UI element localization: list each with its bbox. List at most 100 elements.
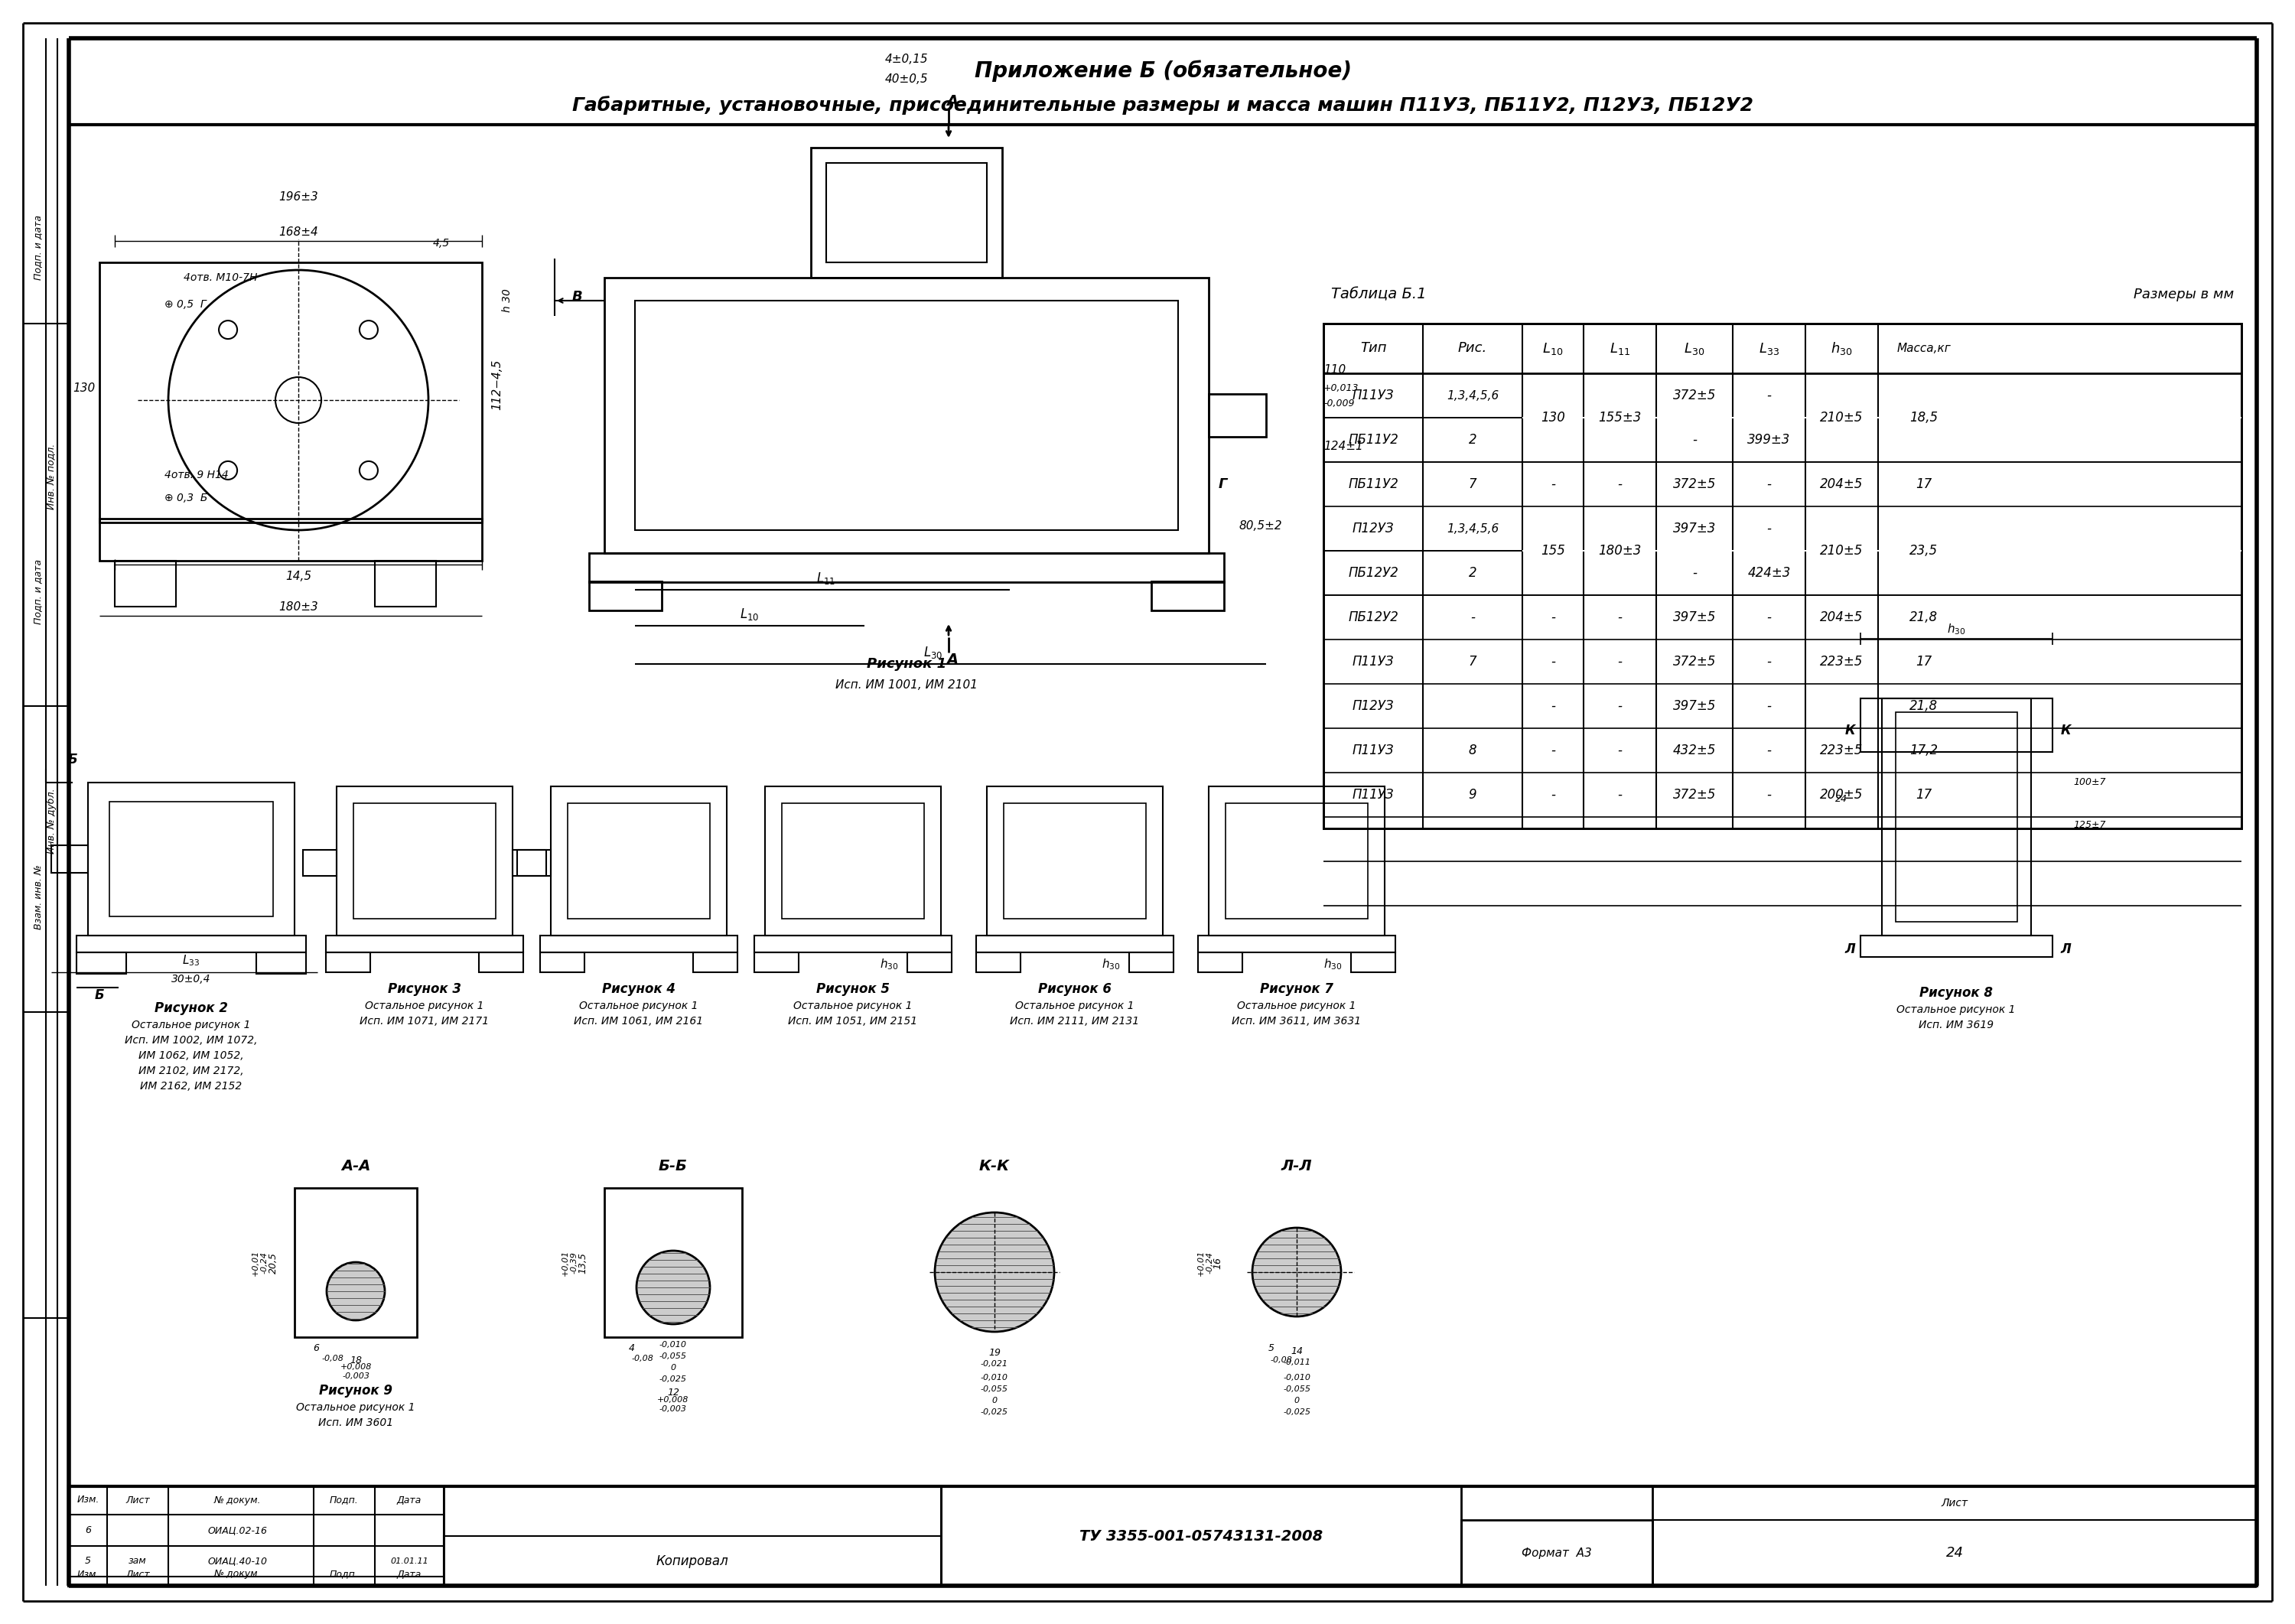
Text: К-К: К-К <box>980 1160 1010 1174</box>
Text: +0,008
-0,003: +0,008 -0,003 <box>656 1397 688 1413</box>
Bar <box>443 1536 941 1585</box>
Text: -0,025: -0,025 <box>1283 1408 1310 1416</box>
Bar <box>755 952 799 973</box>
Text: -0,025: -0,025 <box>980 1408 1008 1416</box>
Text: В: В <box>571 291 583 304</box>
Text: 7: 7 <box>1469 477 1476 490</box>
Text: Приложение Б (обязательное): Приложение Б (обязательное) <box>973 60 1352 83</box>
Text: -: - <box>1551 611 1556 624</box>
Text: Б-Б: Б-Б <box>659 1160 688 1174</box>
Bar <box>1129 952 1173 973</box>
Text: Остальное рисунок 1: Остальное рисунок 1 <box>296 1402 415 1413</box>
Text: $L_{10}$: $L_{10}$ <box>1542 341 1563 356</box>
Text: -: - <box>1767 477 1772 490</box>
Text: Рисунок 6: Рисунок 6 <box>1037 983 1111 996</box>
Text: 6: 6 <box>312 1343 319 1353</box>
Text: Г: Г <box>1219 477 1228 490</box>
Text: -0,025: -0,025 <box>659 1376 686 1384</box>
Text: Рисунок 8: Рисунок 8 <box>1919 986 1992 1000</box>
Text: $L_{11}$: $L_{11}$ <box>817 570 835 586</box>
Text: ИМ 1062, ИМ 1052,: ИМ 1062, ИМ 1052, <box>138 1051 243 1060</box>
Text: П11УЗ: П11УЗ <box>1352 654 1393 669</box>
Bar <box>1209 786 1384 935</box>
Text: 4,5: 4,5 <box>434 237 450 248</box>
Text: 12: 12 <box>668 1389 679 1398</box>
Text: 17,2: 17,2 <box>1909 744 1939 757</box>
Bar <box>551 786 728 935</box>
Text: -: - <box>1618 788 1623 802</box>
Text: Исп. ИМ 3611, ИМ 3631: Исп. ИМ 3611, ИМ 3631 <box>1232 1017 1361 1026</box>
Bar <box>1324 323 2242 828</box>
Text: Подп.: Подп. <box>330 1496 358 1505</box>
Text: Изм.: Изм. <box>76 1496 99 1505</box>
Text: -: - <box>1551 700 1556 713</box>
Bar <box>257 952 305 974</box>
Text: 18,5: 18,5 <box>1909 411 1939 424</box>
Bar <box>987 786 1164 935</box>
Text: 424±3: 424±3 <box>1746 567 1790 580</box>
Bar <box>512 849 546 875</box>
Text: 4отв. М10-7Н: 4отв. М10-7Н <box>184 273 257 283</box>
Bar <box>76 935 305 952</box>
Text: Копировал: Копировал <box>656 1554 728 1569</box>
Text: П11УЗ: П11УЗ <box>1352 744 1393 757</box>
Bar <box>99 518 482 560</box>
Text: -0,010: -0,010 <box>1283 1374 1310 1382</box>
Bar <box>604 1189 741 1337</box>
Text: 5: 5 <box>85 1556 92 1566</box>
Text: $L_{30}$: $L_{30}$ <box>1685 341 1705 356</box>
Text: ПБ12У2: ПБ12У2 <box>1347 567 1398 580</box>
Text: 4: 4 <box>629 1343 636 1353</box>
Bar <box>294 1189 418 1337</box>
Bar <box>1861 935 2052 957</box>
Bar <box>303 849 337 875</box>
Text: П11УЗ: П11УЗ <box>1352 388 1393 403</box>
Text: -: - <box>1618 611 1623 624</box>
Bar <box>539 952 585 973</box>
Text: -0,009: -0,009 <box>1324 400 1354 409</box>
Text: 17: 17 <box>1916 654 1932 669</box>
Text: Остальное рисунок 1: Остальное рисунок 1 <box>1014 1000 1134 1012</box>
Text: Рисунок 7: Рисунок 7 <box>1260 983 1333 996</box>
Text: А-А: А-А <box>342 1160 369 1174</box>
Text: -: - <box>1767 700 1772 713</box>
Text: 155±3: 155±3 <box>1597 411 1641 424</box>
Text: ПБ11У2: ПБ11У2 <box>1347 477 1398 490</box>
Text: 210±5: 210±5 <box>1820 544 1864 557</box>
Text: -: - <box>1767 521 1772 536</box>
Text: 180±3: 180±3 <box>1597 544 1641 557</box>
Text: -: - <box>1618 654 1623 669</box>
Bar <box>810 148 1003 278</box>
Text: зам: зам <box>129 1556 147 1566</box>
Text: Исп. ИМ 1001, ИМ 2101: Исп. ИМ 1001, ИМ 2101 <box>835 679 978 690</box>
Text: -: - <box>1767 654 1772 669</box>
Circle shape <box>326 1262 386 1320</box>
Text: Исп. ИМ 1071, ИМ 2171: Исп. ИМ 1071, ИМ 2171 <box>360 1017 489 1026</box>
Text: Остальное рисунок 1: Остальное рисунок 1 <box>1896 1004 2015 1015</box>
Text: -0,010: -0,010 <box>980 1374 1008 1382</box>
Text: 196±3: 196±3 <box>278 192 319 203</box>
Text: +0,013: +0,013 <box>1324 383 1359 393</box>
Text: 204±5: 204±5 <box>1820 477 1864 490</box>
Text: ПБ12У2: ПБ12У2 <box>1347 611 1398 624</box>
Bar <box>516 849 551 875</box>
Text: -0,08: -0,08 <box>321 1354 344 1363</box>
Text: Рисунок 2: Рисунок 2 <box>154 1002 227 1015</box>
Text: -: - <box>1618 744 1623 757</box>
Bar <box>693 952 737 973</box>
Text: 223±5: 223±5 <box>1820 744 1864 757</box>
Text: $h_{30}$: $h_{30}$ <box>1946 622 1965 637</box>
Bar <box>1861 698 2052 752</box>
Text: П11УЗ: П11УЗ <box>1352 788 1393 802</box>
Text: -0,055: -0,055 <box>1283 1385 1310 1393</box>
Text: $L_{30}$: $L_{30}$ <box>923 645 943 661</box>
Text: 130: 130 <box>73 383 96 395</box>
Bar <box>604 278 1209 554</box>
Text: Дата: Дата <box>397 1496 422 1505</box>
Text: 21,8: 21,8 <box>1909 611 1939 624</box>
Bar <box>326 935 523 952</box>
Text: 372±5: 372±5 <box>1673 477 1717 490</box>
Text: $L_{11}$: $L_{11}$ <box>1609 341 1629 356</box>
Text: 4±0,15: 4±0,15 <box>886 54 927 65</box>
Bar <box>826 162 987 263</box>
